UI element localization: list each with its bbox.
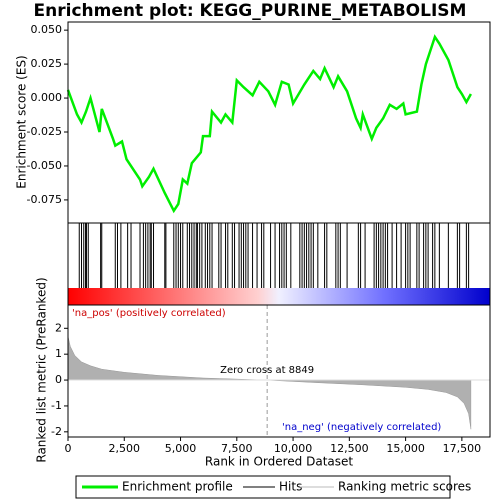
y-tick-label: 0.025: [31, 57, 63, 70]
x-tick-label: 15,000: [386, 442, 425, 455]
y-axis-label: Ranked list metric (PreRanked): [35, 277, 49, 462]
y-tick-label: 1: [55, 347, 62, 360]
x-tick-label: 2,500: [109, 442, 141, 455]
pos-label: 'na_pos' (positively correlated): [72, 308, 226, 319]
panel-frame: [67, 304, 491, 438]
y-tick-label: 0.000: [31, 91, 63, 104]
x-tick-label: 10,000: [274, 442, 313, 455]
x-tick-label: 12,500: [330, 442, 369, 455]
panel-frame: [67, 21, 491, 224]
legend-label: Hits: [279, 480, 302, 494]
y-tick-label: 2: [55, 321, 62, 334]
zero-cross-label: Zero cross at 8849: [220, 365, 314, 376]
legend-label: Enrichment profile: [122, 480, 233, 494]
chart-title: Enrichment plot: KEGG_PURINE_METABOLISM: [34, 1, 467, 21]
x-tick-label: 17,500: [443, 442, 482, 455]
y-tick-label: 0: [55, 373, 62, 386]
x-tick-label: 0: [65, 442, 72, 455]
y-tick-label: -0.050: [27, 159, 62, 172]
legend-label: Ranking metric scores: [338, 480, 471, 494]
y-tick-label: -0.075: [27, 193, 62, 206]
y-tick-label: -1: [51, 399, 62, 412]
y-tick-label: 0.050: [31, 23, 63, 36]
metric-area: [67, 336, 472, 430]
y-axis-label: Enrichment score (ES): [15, 55, 29, 188]
color-bar: [68, 288, 490, 305]
y-tick-label: -2: [51, 425, 62, 438]
x-tick-label: 5,000: [165, 442, 197, 455]
x-axis-label: Rank in Ordered Dataset: [205, 455, 353, 469]
x-tick-label: 7,500: [221, 442, 253, 455]
neg-label: 'na_neg' (negatively correlated): [282, 422, 441, 433]
es-line: [66, 34, 472, 214]
y-tick-label: -0.025: [27, 125, 62, 138]
